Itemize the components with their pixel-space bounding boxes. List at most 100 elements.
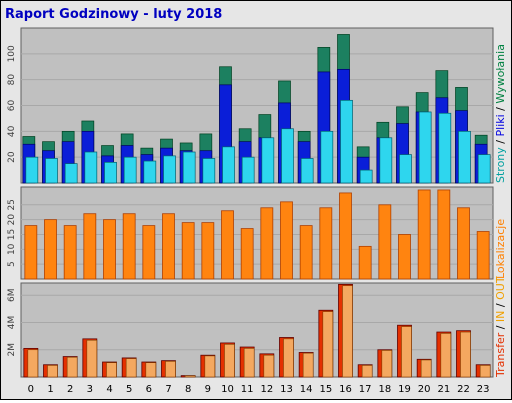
y-tick-label: 15: [7, 229, 17, 240]
x-tick-label: 3: [87, 384, 93, 395]
bar-lokalizacje: [417, 189, 431, 280]
bar-strony: [64, 163, 78, 184]
side-label-part: Wywołania: [494, 44, 507, 104]
x-tick-label: 12: [260, 384, 273, 395]
y-tick-label: 80: [7, 74, 17, 86]
bar-lokalizacje: [280, 201, 293, 280]
y-tick-label: 20: [7, 214, 17, 226]
bar-strony: [261, 137, 275, 184]
side-label-part: /: [494, 104, 507, 115]
x-tick-label: 21: [437, 384, 450, 395]
x-tick-label: 9: [205, 384, 211, 395]
bar-lokalizacje: [142, 225, 156, 280]
bar-strony: [241, 156, 255, 184]
bar-out: [420, 359, 432, 378]
bar-strony: [399, 154, 412, 184]
bar-out: [224, 344, 235, 378]
sites-panel: 5 10 15 20 25 Lokalizacje: [7, 186, 507, 280]
y-tick-label: 20: [7, 151, 17, 163]
bar-out: [283, 338, 294, 378]
hour-axis: 0 1 2 3 4 5 6 7 8 9 10 11 12 13 14 15 16 17 18 19 20 21 22 23: [28, 384, 490, 395]
bar-lokalizacje: [181, 222, 195, 280]
side-label: Strony / Pliki / Wywołania: [494, 44, 507, 183]
bar-lokalizacje: [358, 245, 372, 280]
x-tick-label: 10: [221, 384, 234, 395]
x-tick-label: 19: [398, 384, 411, 395]
hits-panel: 20 40 60 80 100 Strony / Pliki / Wywołania: [7, 27, 507, 184]
bar-strony: [123, 156, 137, 184]
y-tick-label: 10: [7, 243, 17, 255]
x-tick-label: 5: [126, 384, 132, 395]
bar-strony: [202, 158, 216, 184]
side-label-part: /: [494, 137, 507, 148]
x-tick-label: 0: [28, 384, 34, 395]
bar-lokalizacje: [437, 189, 451, 280]
side-label-part: Pliki: [494, 114, 507, 136]
x-tick-label: 15: [319, 384, 332, 395]
x-tick-label: 6: [146, 384, 152, 395]
bar-lokalizacje: [378, 204, 392, 280]
bar-lokalizacje: [122, 213, 136, 280]
y-tick-label: 60: [7, 100, 17, 112]
bar-out: [145, 362, 157, 378]
bar-strony: [477, 154, 491, 184]
side-label-part: /: [494, 322, 507, 333]
bar-out: [479, 365, 491, 378]
bar-lokalizacje: [319, 207, 333, 280]
side-label-part: /: [494, 300, 507, 311]
bar-strony: [359, 169, 373, 184]
bar-strony: [281, 128, 294, 184]
bar-strony: [45, 158, 58, 184]
x-tick-label: 16: [339, 384, 352, 395]
bar-out: [184, 375, 196, 378]
bar-lokalizacje: [339, 192, 352, 280]
bar-out: [106, 362, 117, 378]
bar-strony: [379, 137, 393, 184]
side-label-part: OUT: [494, 276, 507, 300]
bar-strony: [438, 112, 452, 184]
bar-out: [440, 333, 452, 378]
y-tick-label: 2M: [7, 343, 17, 357]
bar-out: [381, 350, 393, 378]
bar-out: [342, 285, 353, 378]
bar-strony: [300, 158, 314, 184]
bar-out: [401, 326, 412, 378]
x-tick-label: 18: [378, 384, 391, 395]
bar-lokalizacje: [103, 219, 116, 280]
bar-lokalizacje: [201, 222, 215, 280]
bar-out: [47, 365, 58, 378]
bar-lokalizacje: [476, 231, 490, 280]
bar-out: [243, 348, 255, 378]
x-tick-label: 8: [185, 384, 191, 395]
bar-strony: [222, 146, 235, 184]
bar-out: [322, 311, 334, 378]
y-tick-label: 6M: [7, 289, 17, 303]
bar-strony: [143, 160, 157, 184]
bar-lokalizacje: [457, 207, 470, 280]
y-tick-label: 40: [7, 125, 17, 137]
x-tick-label: 17: [359, 384, 372, 395]
bar-lokalizacje: [221, 210, 234, 280]
bar-out: [125, 358, 137, 378]
bar-lokalizacje: [260, 207, 274, 280]
y-tick-label: 25: [7, 199, 17, 210]
x-tick-label: 23: [477, 384, 490, 395]
bar-out: [263, 354, 275, 378]
bar-out: [361, 365, 373, 378]
bar-lokalizacje: [44, 219, 57, 280]
x-tick-label: 11: [241, 384, 254, 395]
side-label-part: Strony: [494, 147, 507, 183]
y-tick-label: 4M: [7, 316, 17, 330]
x-tick-label: 14: [300, 384, 313, 395]
side-label-part: Transfer: [494, 332, 507, 378]
transfer-panel: 2M 4M 6M Transfer / IN / OUT: [7, 276, 507, 378]
y-tick-label: 100: [7, 45, 17, 62]
bar-out: [66, 356, 78, 378]
bar-lokalizacje: [398, 234, 411, 280]
x-tick-label: 20: [418, 384, 431, 395]
bar-out: [165, 361, 176, 378]
x-tick-label: 22: [457, 384, 470, 395]
side-label-part: Lokalizacje: [494, 219, 507, 279]
